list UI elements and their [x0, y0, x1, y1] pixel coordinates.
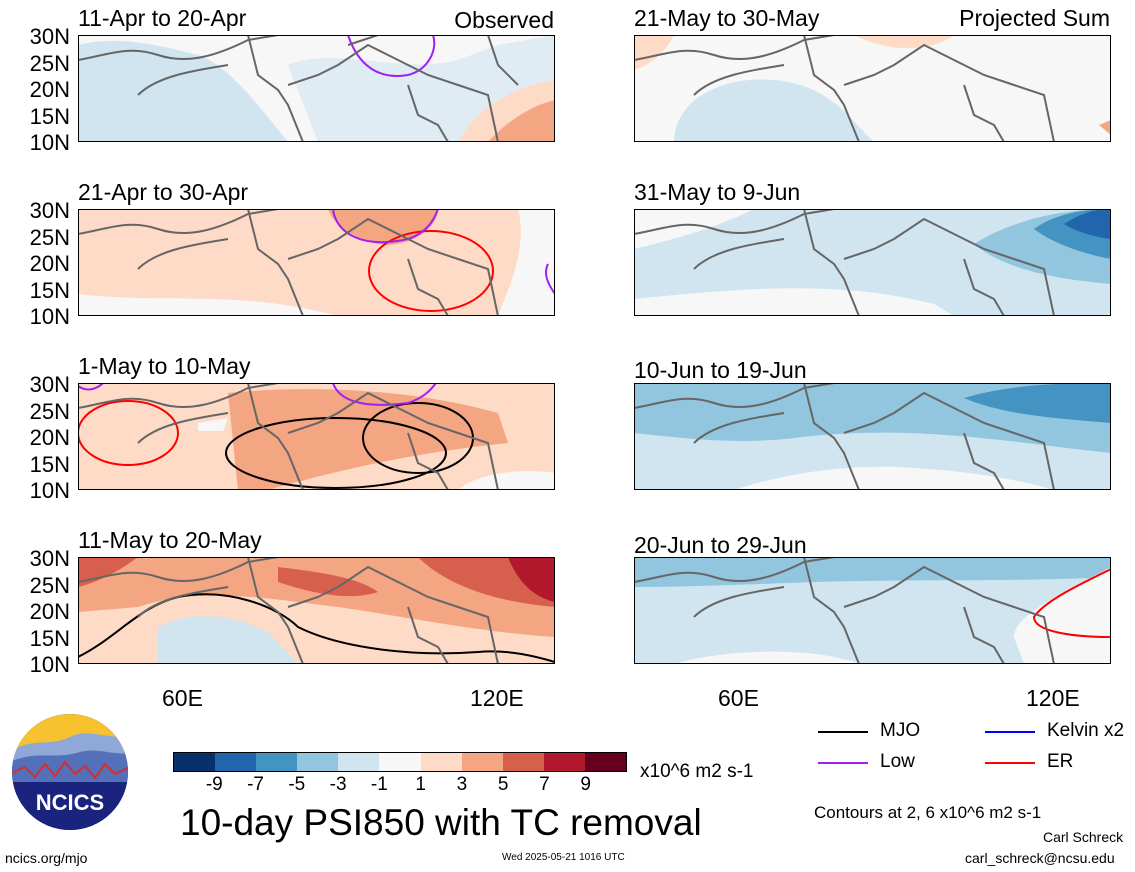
ncics-logo: NCICS [10, 712, 130, 832]
lat-label: 30N [29, 24, 70, 49]
colorbar-tick: -9 [205, 774, 223, 795]
colorbar-swatch [502, 753, 544, 771]
logo-text: NCICS [36, 790, 104, 815]
lon-label-60e-right: 60E [718, 685, 759, 711]
map-panel-1 [78, 35, 555, 142]
map-panel-2 [78, 209, 555, 316]
lat-label: 15N [29, 103, 70, 129]
lat-label: 30N [29, 372, 70, 397]
er-legend-label: ER [1047, 751, 1074, 772]
lat-label: 30N [29, 198, 70, 223]
colorbar-tick: -5 [288, 774, 306, 795]
lat-label: 10N [29, 304, 70, 329]
colorbar-tick: 9 [580, 774, 591, 795]
colorbar-tick: 5 [497, 774, 509, 795]
lat-label: 10N [29, 130, 70, 155]
lon-label-120e-right: 120E [1026, 685, 1080, 711]
colorbar-swatch [420, 753, 462, 771]
author-email: carl_schreck@ncsu.edu [965, 850, 1115, 866]
panel-title-3: 1-May to 10-May [78, 353, 251, 379]
kelvin-legend-label: Kelvin x2 [1047, 720, 1125, 741]
panel-title-2: 21-Apr to 30-Apr [78, 179, 249, 205]
colorbar-tick: -3 [329, 774, 347, 795]
map-panel-5 [634, 35, 1111, 142]
colorbar-swatch [379, 753, 421, 771]
plot-title: 10-day PSI850 with TC removal [180, 802, 702, 843]
er-legend-line [985, 762, 1035, 764]
observed-label: Observed [454, 7, 554, 33]
lat-label: 25N [29, 224, 70, 250]
author: Carl Schreck [1043, 829, 1124, 845]
lat-label: 20N [29, 251, 70, 276]
lat-label: 10N [29, 478, 70, 503]
lat-label: 25N [29, 398, 70, 424]
panel-title-4: 11-May to 20-May [78, 527, 262, 553]
colorbar-tick: 3 [456, 774, 468, 795]
panel-title-7: 10-Jun to 19-Jun [634, 357, 807, 383]
lat-label: 25N [29, 572, 70, 598]
projected-label: Projected Sum [959, 5, 1110, 31]
panel-title-1: 11-Apr to 20-Apr [78, 5, 247, 31]
colorbar-swatch [215, 753, 257, 771]
colorbar-tick: -1 [370, 774, 388, 795]
map-panel-6 [634, 209, 1111, 316]
colorbar-swatch [543, 753, 585, 771]
lon-label-60e-left: 60E [162, 685, 203, 711]
lat-label: 20N [29, 77, 70, 102]
colorbar-swatch [256, 753, 298, 771]
panel-title-6: 31-May to 9-Jun [634, 179, 801, 205]
panel-title-8: 20-Jun to 29-Jun [634, 532, 807, 558]
lat-label: 15N [29, 451, 70, 477]
mjo-legend-label: MJO [880, 720, 921, 741]
lat-label: 25N [29, 50, 70, 76]
contours-note: Contours at 2, 6 x10^6 m2 s-1 [814, 803, 1042, 822]
colorbar [173, 752, 627, 772]
kelvin-legend-line [985, 731, 1035, 733]
colorbar-tick: 1 [415, 774, 426, 795]
lat-label: 15N [29, 277, 70, 303]
colorbar-swatch [338, 753, 380, 771]
map-panel-7 [634, 383, 1111, 490]
low-legend-label: Low [880, 751, 915, 772]
map-panel-3 [78, 383, 555, 490]
colorbar-tick: -7 [247, 774, 264, 795]
panel-title-5: 21-May to 30-May [634, 5, 820, 31]
colorbar-tick: 7 [539, 774, 550, 795]
lat-label: 20N [29, 599, 70, 624]
footer-url: ncics.org/mjo [5, 850, 88, 866]
map-panel-4 [78, 557, 555, 664]
colorbar-swatch [174, 753, 216, 771]
lat-label: 10N [29, 652, 70, 677]
colorbar-swatch [584, 753, 627, 771]
map-panel-8 [634, 557, 1111, 664]
lon-label-120e-left: 120E [470, 685, 524, 711]
low-legend-line [818, 762, 868, 764]
colorbar-swatch [461, 753, 503, 771]
lat-label: 15N [29, 625, 70, 651]
mjo-legend-line [818, 731, 868, 733]
colorbar-units: x10^6 m2 s-1 [640, 761, 754, 782]
lat-label: 30N [29, 546, 70, 571]
colorbar-swatch [297, 753, 339, 771]
lat-label: 20N [29, 425, 70, 450]
footer-timestamp: Wed 2025-05-21 1016 UTC [502, 852, 625, 863]
